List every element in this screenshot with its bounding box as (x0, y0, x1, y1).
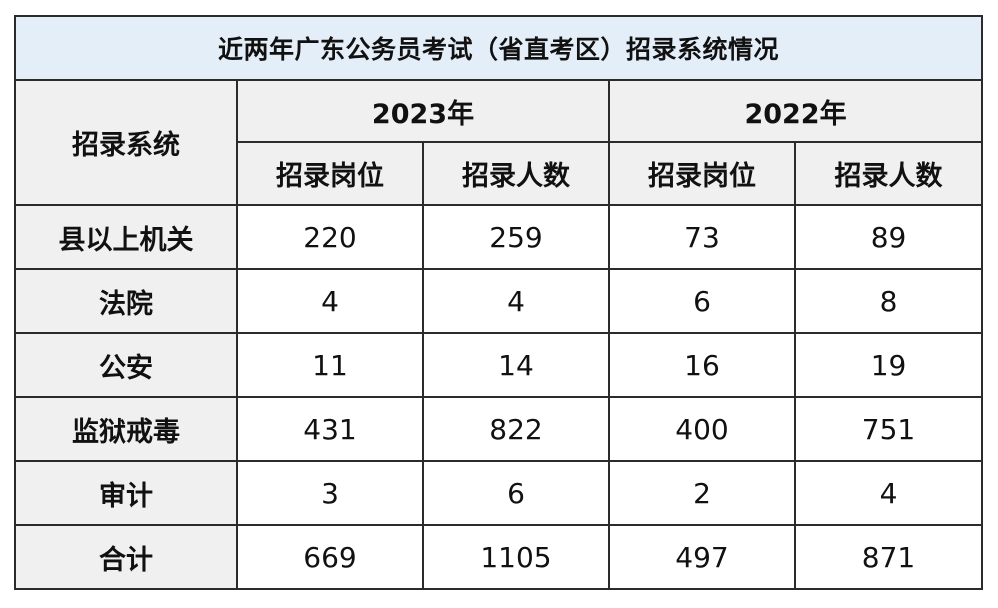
table-cell: 89 (793, 204, 984, 270)
table-cell: 19 (793, 332, 984, 398)
table-row: 法院 4 4 6 8 (14, 268, 984, 334)
row-label-total: 合计 (14, 524, 238, 590)
table-cell: 669 (236, 524, 424, 590)
table-cell: 14 (422, 332, 610, 398)
sub-header-positions-2022: 招录岗位 (608, 141, 796, 206)
year-header-2023: 2023年 (236, 79, 610, 143)
table-cell: 8 (793, 268, 984, 334)
row-label: 监狱戒毒 (14, 396, 238, 462)
row-label: 审计 (14, 460, 238, 526)
sub-header-people-2022: 招录人数 (793, 141, 984, 206)
table-cell: 2 (608, 460, 796, 526)
title-row: 近两年广东公务员考试（省直考区）招录系统情况 (13, 15, 984, 81)
table-row: 审计 3 6 2 4 (14, 460, 984, 526)
table-cell: 6 (422, 460, 610, 526)
table-row: 县以上机关 220 259 73 89 (14, 204, 984, 270)
year-header-2022: 2022年 (607, 79, 984, 143)
table-cell: 4 (793, 460, 984, 526)
table-cell: 4 (236, 268, 424, 334)
total-row: 合计 669 1105 497 871 (14, 524, 984, 590)
table-row: 监狱戒毒 431 822 400 751 (14, 396, 984, 462)
table-cell: 497 (608, 524, 796, 590)
row-label: 法院 (14, 268, 238, 334)
table-container: 近两年广东公务员考试（省直考区）招录系统情况 招录系统 2023年 2022年 … (13, 15, 984, 592)
table-cell: 431 (236, 396, 424, 462)
year-header-row: 招录系统 2023年 2022年 (14, 79, 984, 206)
table-cell: 822 (422, 396, 610, 462)
system-header: 招录系统 (14, 79, 238, 206)
table-cell: 6 (608, 268, 796, 334)
row-label: 公安 (14, 332, 238, 398)
sub-header-people-2023: 招录人数 (422, 141, 610, 206)
row-label: 县以上机关 (14, 204, 238, 270)
recruitment-table: 近两年广东公务员考试（省直考区）招录系统情况 招录系统 2023年 2022年 … (13, 15, 984, 590)
sub-header-positions-2023: 招录岗位 (236, 141, 424, 206)
table-cell: 751 (793, 396, 984, 462)
table-cell: 259 (422, 204, 610, 270)
table-cell: 4 (422, 268, 610, 334)
table-cell: 16 (608, 332, 796, 398)
table-cell: 1105 (422, 524, 610, 590)
table-title: 近两年广东公务员考试（省直考区）招录系统情况 (13, 15, 984, 81)
table-cell: 400 (608, 396, 796, 462)
table-cell: 871 (793, 524, 984, 590)
sub-header-row: 招录岗位 招录人数 招录岗位 招录人数 (15, 141, 984, 206)
table-cell: 3 (236, 460, 424, 526)
table-row: 公安 11 14 16 19 (14, 332, 984, 398)
table-cell: 73 (608, 204, 796, 270)
table-cell: 220 (236, 204, 424, 270)
table-cell: 11 (236, 332, 424, 398)
